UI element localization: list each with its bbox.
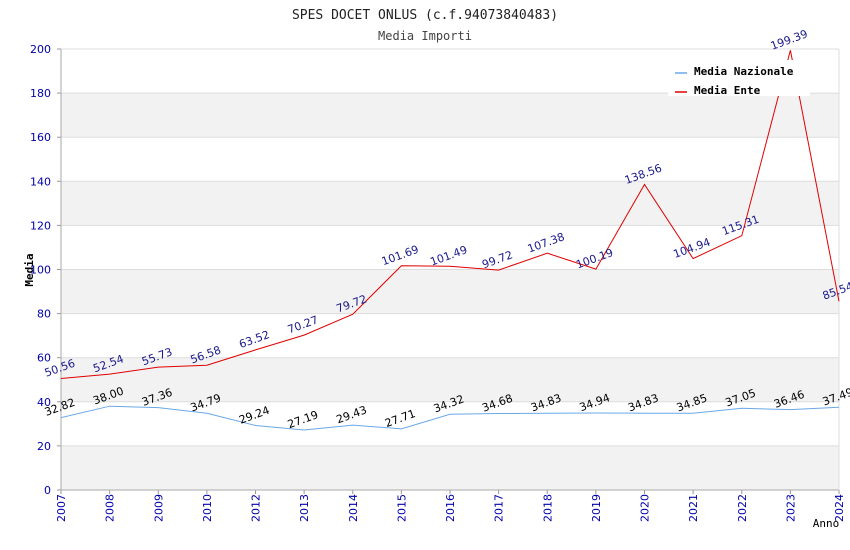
x-tick-label: 2007 [55,494,68,522]
plot-band [61,313,839,358]
plot-band [61,357,839,402]
x-tick-label: 2018 [541,494,554,522]
x-tick-label: 2014 [347,494,360,522]
plot-band [61,401,839,446]
chart-subtitle: Media Importi [378,29,472,43]
y-tick-label: 200 [30,43,51,56]
legend-label-nazionale: Media Nazionale [694,65,794,78]
x-tick-labels: 2007 2008 2009 2010 2012 2013 2014 2015 2016 2017… [55,494,846,522]
x-tick-label: 2008 [104,494,117,522]
x-axis-label: Anno [813,517,840,530]
plot-band [61,225,839,270]
x-tick-label: 2013 [298,494,311,522]
y-tick-label: 120 [30,219,51,232]
plot-band [61,445,839,490]
series-line-ente [60,50,840,379]
x-tick-label: 2023 [784,494,797,522]
y-tick-label: 140 [30,175,51,188]
x-tick-label: 2009 [152,494,165,522]
y-tick-label: 40 [37,396,51,409]
plot-background [61,49,839,490]
plot-band [61,181,839,226]
y-tick-label: 100 [30,264,51,277]
x-tick-label: 2010 [201,494,214,522]
x-tick-label: 2020 [639,494,652,522]
y-tick-labels: 0 20 40 60 80 100 120 140 160 180 200 [30,43,51,497]
x-tick-label: 2022 [736,494,749,522]
x-tick-label: 2019 [590,494,603,522]
axes [60,49,840,491]
series-line-nazionale [60,405,840,431]
x-tick-label: 2015 [395,494,408,522]
chart-title: SPES DOCET ONLUS (c.f.94073840483) [292,8,558,23]
y-tick-label: 0 [44,484,51,497]
plot-band [61,269,839,314]
x-tick-label: 2012 [250,494,263,522]
series-lines [60,50,840,431]
y-axis-label: Media [23,253,36,286]
x-tick-label: 2024 [833,494,846,522]
plot-band [61,93,839,138]
y-tick-label: 20 [37,440,51,453]
legend-box [668,60,810,96]
x-tick-label: 2016 [444,494,457,522]
legend-label-ente: Media Ente [694,84,761,97]
plot-band [61,137,839,182]
y-tick-label: 180 [30,87,51,100]
y-tick-label: 60 [37,352,51,365]
y-tick-label: 160 [30,131,51,144]
x-tick-label: 2021 [687,494,700,522]
y-tick-label: 80 [37,308,51,321]
legend: Media Nazionale Media Ente [668,60,810,97]
x-tick-label: 2017 [493,494,506,522]
